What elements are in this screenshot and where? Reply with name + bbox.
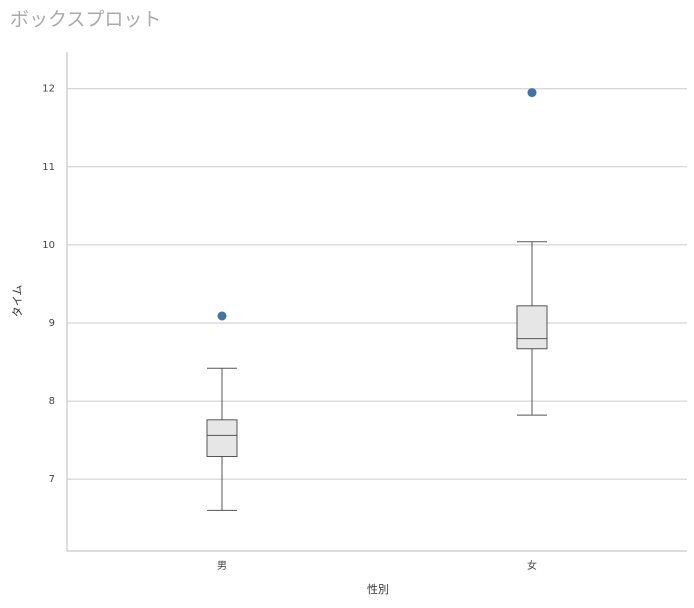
y-tick-label: 10 xyxy=(42,240,55,251)
y-tick-label: 7 xyxy=(49,474,55,485)
x-tick-label: 女 xyxy=(527,559,537,572)
outlier xyxy=(527,88,537,98)
y-axis-label: タイム xyxy=(11,285,24,318)
chart-title: ボックスプロット xyxy=(10,9,161,31)
box xyxy=(206,419,238,458)
outlier xyxy=(217,311,227,321)
y-tick-label: 8 xyxy=(49,396,55,407)
y-tick-label: 12 xyxy=(42,84,55,95)
x-axis-label: 性別 xyxy=(367,582,389,596)
box xyxy=(516,305,548,350)
y-tick-label: 11 xyxy=(42,162,55,173)
y-tick-label: 9 xyxy=(49,318,55,329)
x-tick-label: 男 xyxy=(217,560,227,572)
